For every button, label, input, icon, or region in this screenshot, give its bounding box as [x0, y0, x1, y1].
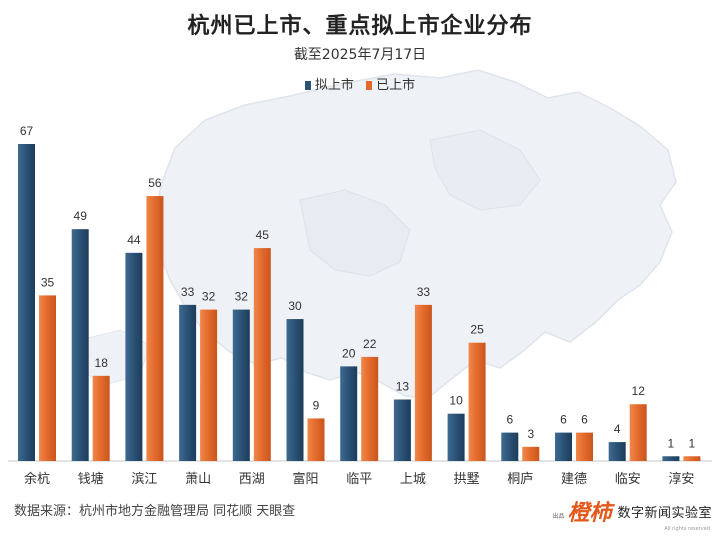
- bar-listed-3: [200, 309, 218, 461]
- source-note: 数据来源：杭州市地方金融管理局 同花顺 天眼查: [14, 504, 296, 519]
- data-label-planned-3: 33: [181, 285, 195, 299]
- bar-planned-1: [71, 229, 89, 461]
- bar-planned-2: [125, 252, 143, 461]
- bar-listed-1: [92, 375, 110, 461]
- data-label-planned-12: 1: [668, 436, 675, 450]
- bar-listed-10: [576, 432, 593, 461]
- legend-swatch-listed: [366, 81, 373, 90]
- data-label-listed-6: 22: [363, 337, 377, 351]
- data-label-listed-0: 35: [41, 275, 55, 289]
- bar-listed-0: [39, 295, 56, 461]
- legend: 拟上市 已上市: [0, 74, 720, 93]
- bar-planned-9: [501, 432, 519, 461]
- data-label-listed-2: 56: [148, 176, 162, 190]
- brand-prefix: 出品: [552, 513, 565, 520]
- data-label-listed-1: 18: [95, 356, 109, 370]
- x-tick-label-10: 建德: [561, 472, 587, 487]
- x-tick-label-7: 上城: [400, 472, 426, 487]
- data-label-listed-3: 32: [202, 290, 216, 304]
- x-tick-label-9: 桐庐: [507, 472, 533, 487]
- chart-subtitle: 截至2025年7月17日: [293, 47, 427, 63]
- bar-planned-5: [286, 319, 304, 461]
- x-tick-label-6: 临平: [346, 472, 372, 487]
- bar-planned-6: [340, 366, 358, 461]
- legend-label-listed: 已上市: [376, 78, 416, 93]
- x-tick-label-1: 钱塘: [78, 471, 104, 487]
- data-label-planned-8: 10: [449, 394, 463, 408]
- brand-logo: 橙柿: [567, 500, 612, 526]
- data-label-listed-12: 1: [689, 436, 696, 450]
- data-label-planned-6: 20: [342, 346, 356, 360]
- x-tick-label-12: 淳安: [668, 471, 694, 487]
- bar-planned-4: [232, 309, 250, 461]
- bar-listed-9: [522, 446, 540, 461]
- data-label-planned-10: 6: [560, 413, 567, 427]
- bar-planned-3: [179, 304, 197, 461]
- legend-label-planned: 拟上市: [314, 78, 354, 93]
- x-tick-label-0: 余杭: [24, 471, 50, 487]
- data-label-planned-2: 44: [127, 233, 141, 247]
- bar-planned-8: [447, 413, 465, 461]
- bar-listed-6: [361, 356, 379, 461]
- x-tick-label-5: 富阳: [292, 471, 318, 487]
- data-label-listed-5: 9: [313, 398, 320, 412]
- chart-title: 杭州已上市、重点拟上市企业分布: [187, 14, 533, 39]
- legend-item-listed: 已上市: [366, 74, 415, 93]
- bar-planned-11: [608, 442, 626, 461]
- data-label-planned-4: 32: [235, 290, 249, 304]
- bar-planned-0: [18, 144, 35, 461]
- x-tick-label-11: 临安: [615, 472, 641, 487]
- bar-listed-11: [629, 404, 647, 461]
- bar-listed-2: [146, 196, 164, 461]
- data-label-listed-11: 12: [632, 384, 646, 398]
- brand-block: 出品 橙柿 数字新闻实验室 All rights reserved: [552, 494, 712, 532]
- data-label-listed-9: 3: [527, 427, 534, 441]
- brand-name: 数字新闻实验室: [617, 505, 712, 521]
- legend-item-planned: 拟上市: [304, 74, 354, 93]
- data-label-planned-9: 6: [506, 413, 513, 427]
- bar-listed-7: [414, 304, 432, 461]
- data-label-listed-4: 45: [256, 228, 270, 242]
- data-label-planned-5: 30: [288, 299, 302, 313]
- x-tick-label-3: 萧山: [185, 472, 211, 487]
- data-label-planned-7: 13: [396, 379, 410, 393]
- bar-planned-10: [555, 432, 572, 461]
- data-label-listed-7: 33: [417, 285, 431, 299]
- x-tick-label-4: 西湖: [239, 472, 265, 487]
- data-label-planned-11: 4: [614, 422, 621, 436]
- data-label-listed-10: 6: [581, 413, 588, 427]
- data-label-listed-8: 25: [470, 323, 484, 337]
- x-tick-label-8: 拱墅: [454, 472, 480, 487]
- bar-listed-8: [468, 342, 486, 461]
- brand-rights: All rights reserved: [664, 526, 710, 532]
- x-tick-label-2: 滨江: [131, 471, 157, 487]
- bar-planned-12: [662, 456, 680, 461]
- bar-listed-5: [307, 418, 325, 461]
- data-label-planned-0: 67: [20, 124, 34, 138]
- bar-listed-4: [253, 248, 271, 461]
- bar-planned-7: [393, 399, 411, 461]
- data-label-planned-1: 49: [74, 209, 88, 223]
- bar-listed-12: [683, 456, 701, 461]
- legend-swatch-planned: [304, 81, 311, 90]
